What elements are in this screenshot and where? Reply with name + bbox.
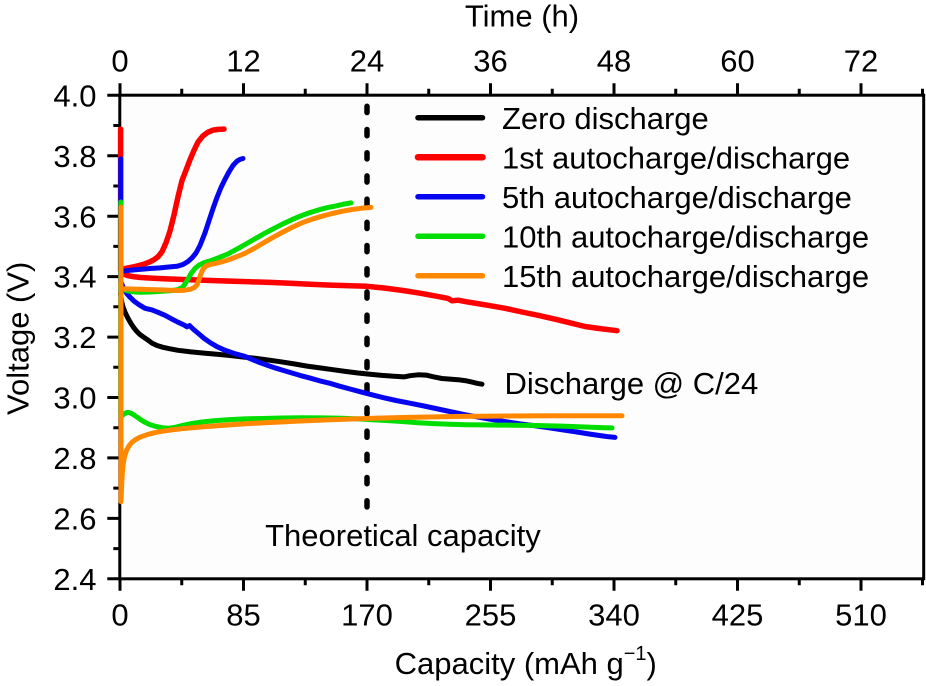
svg-text:10th autocharge/discharge: 10th autocharge/discharge bbox=[502, 220, 869, 255]
svg-text:3.8: 3.8 bbox=[53, 139, 96, 174]
svg-text:170: 170 bbox=[341, 597, 393, 632]
svg-text:15th autocharge/discharge: 15th autocharge/discharge bbox=[502, 259, 869, 294]
svg-text:85: 85 bbox=[226, 597, 260, 632]
svg-text:510: 510 bbox=[835, 597, 887, 632]
svg-text:Time (h): Time (h) bbox=[465, 0, 579, 34]
svg-text:5th autocharge/discharge: 5th autocharge/discharge bbox=[502, 180, 852, 215]
svg-text:340: 340 bbox=[588, 597, 640, 632]
svg-text:Zero discharge: Zero discharge bbox=[502, 101, 709, 136]
svg-text:Theoretical capacity: Theoretical capacity bbox=[265, 518, 541, 553]
svg-text:3.4: 3.4 bbox=[53, 260, 96, 295]
svg-text:60: 60 bbox=[720, 44, 754, 79]
svg-text:2.4: 2.4 bbox=[53, 562, 96, 597]
svg-text:2.8: 2.8 bbox=[53, 441, 96, 476]
svg-text:255: 255 bbox=[465, 597, 517, 632]
svg-text:0: 0 bbox=[111, 44, 128, 79]
svg-text:4.0: 4.0 bbox=[53, 78, 96, 113]
svg-text:24: 24 bbox=[350, 44, 384, 79]
svg-text:12: 12 bbox=[226, 44, 260, 79]
svg-text:2.6: 2.6 bbox=[53, 502, 96, 537]
svg-text:Capacity (mAh g−1): Capacity (mAh g−1) bbox=[395, 643, 657, 681]
svg-text:48: 48 bbox=[597, 44, 631, 79]
svg-text:72: 72 bbox=[844, 44, 878, 79]
svg-text:425: 425 bbox=[712, 597, 764, 632]
svg-text:1st autocharge/discharge: 1st autocharge/discharge bbox=[502, 141, 850, 176]
svg-text:3.0: 3.0 bbox=[53, 381, 96, 416]
svg-text:Discharge @ C/24: Discharge @ C/24 bbox=[505, 366, 759, 401]
svg-text:0: 0 bbox=[111, 597, 128, 632]
svg-text:3.2: 3.2 bbox=[53, 320, 96, 355]
svg-text:Voltage (V): Voltage (V) bbox=[1, 262, 36, 415]
svg-text:3.6: 3.6 bbox=[53, 199, 96, 234]
svg-text:36: 36 bbox=[473, 44, 507, 79]
